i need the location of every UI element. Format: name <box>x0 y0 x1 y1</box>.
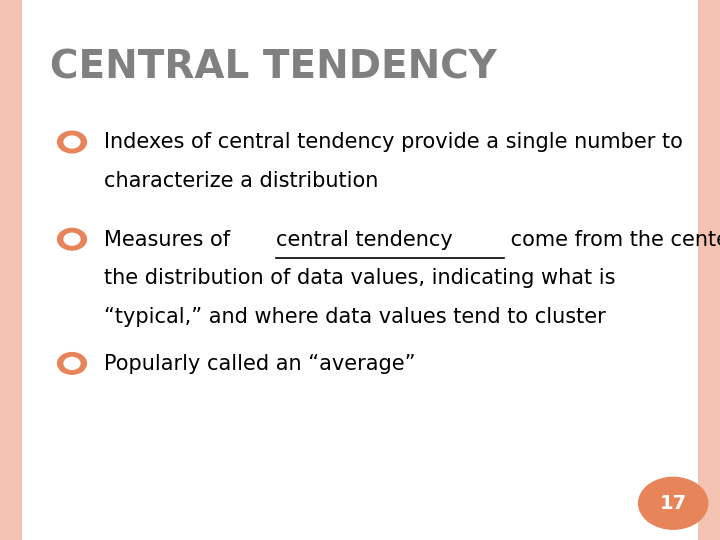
FancyBboxPatch shape <box>0 0 22 540</box>
Text: CENTRAL TENDENCY: CENTRAL TENDENCY <box>50 49 497 86</box>
FancyBboxPatch shape <box>698 0 720 540</box>
Text: come from the center of: come from the center of <box>504 230 720 249</box>
Text: Measures of: Measures of <box>104 230 237 249</box>
Text: characterize a distribution: characterize a distribution <box>104 171 379 191</box>
Text: 17: 17 <box>660 494 687 513</box>
Circle shape <box>58 353 86 374</box>
Circle shape <box>58 131 86 153</box>
Text: “typical,” and where data values tend to cluster: “typical,” and where data values tend to… <box>104 307 606 327</box>
Circle shape <box>58 228 86 250</box>
Circle shape <box>64 357 80 369</box>
Text: Indexes of central tendency provide a single number to: Indexes of central tendency provide a si… <box>104 132 683 152</box>
Circle shape <box>64 136 80 148</box>
Text: central tendency: central tendency <box>276 230 452 249</box>
Circle shape <box>639 477 708 529</box>
Text: the distribution of data values, indicating what is: the distribution of data values, indicat… <box>104 268 616 288</box>
Text: Popularly called an “average”: Popularly called an “average” <box>104 354 416 374</box>
Circle shape <box>64 233 80 245</box>
